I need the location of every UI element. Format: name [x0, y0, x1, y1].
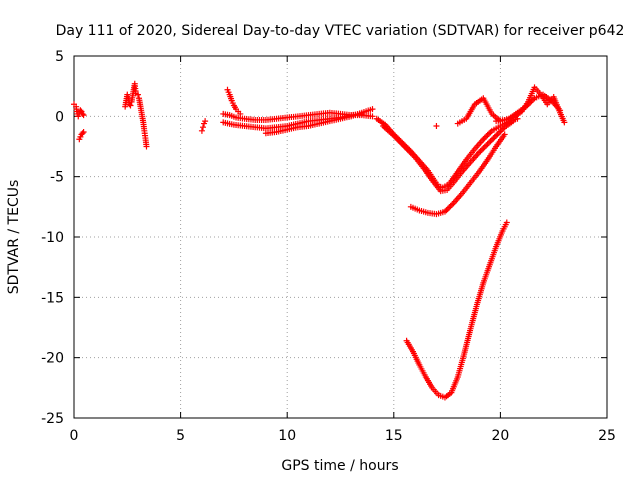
data-point [369, 113, 376, 120]
data-point [478, 146, 485, 153]
y-tick-label: -25 [41, 411, 64, 427]
data-point [369, 106, 376, 113]
y-tick-label: -15 [41, 290, 64, 306]
data-point [483, 142, 490, 149]
data-point [481, 134, 488, 141]
grid [74, 56, 607, 418]
data-point [483, 133, 490, 140]
data-point [79, 130, 86, 137]
data-point [484, 132, 491, 139]
y-tick-label: 0 [55, 109, 64, 125]
data-point [446, 204, 453, 211]
data-point [449, 201, 456, 208]
y-tick-label: -10 [41, 230, 64, 246]
plot-frame [73, 55, 608, 419]
chart-title: Day 111 of 2020, Sidereal Day-to-day VTE… [56, 23, 625, 39]
axis-ticks: 0 5 10 15 20 25 5 0 -5 -10 -15 -20 -25 [41, 49, 616, 444]
x-tick-label: 5 [176, 428, 185, 444]
data-point [75, 113, 82, 120]
data-point [198, 127, 205, 134]
data-point [498, 127, 505, 134]
x-tick-label: 10 [278, 428, 296, 444]
y-tick-label: -20 [41, 351, 64, 367]
data-point [237, 110, 244, 117]
data-point [433, 122, 440, 129]
data-point [80, 112, 87, 119]
data-point [134, 91, 141, 98]
y-tick-label: -5 [50, 170, 64, 186]
data-point [77, 107, 84, 114]
y-tick-label: 5 [55, 49, 64, 65]
data-point [486, 130, 493, 137]
data-point [487, 138, 494, 145]
data-point [127, 102, 134, 109]
data-point [486, 139, 493, 146]
data-point [199, 124, 206, 131]
data-point [202, 118, 209, 125]
data-point [447, 203, 454, 210]
data-point [481, 143, 488, 150]
data-point [490, 135, 497, 142]
data-point [491, 134, 498, 141]
data-point [501, 131, 508, 138]
x-axis-label: GPS time / hours [281, 458, 398, 474]
data-point [477, 148, 484, 155]
data-point [561, 119, 568, 126]
data-point [503, 219, 510, 226]
data-point [494, 131, 501, 138]
data-point [480, 145, 487, 152]
data-point [484, 141, 491, 148]
data-marks [71, 80, 568, 401]
x-tick-label: 20 [491, 428, 509, 444]
data-point [444, 205, 451, 212]
data-point [80, 129, 87, 136]
data-point [124, 91, 131, 98]
x-tick-label: 25 [598, 428, 616, 444]
data-point [493, 132, 500, 139]
x-tick-label: 15 [385, 428, 403, 444]
data-point [488, 136, 495, 143]
x-tick-label: 0 [70, 428, 79, 444]
data-point [143, 143, 150, 150]
y-axis-label: SDTVAR / TECUs [6, 180, 22, 295]
data-point [79, 110, 86, 117]
data-point [495, 129, 502, 136]
